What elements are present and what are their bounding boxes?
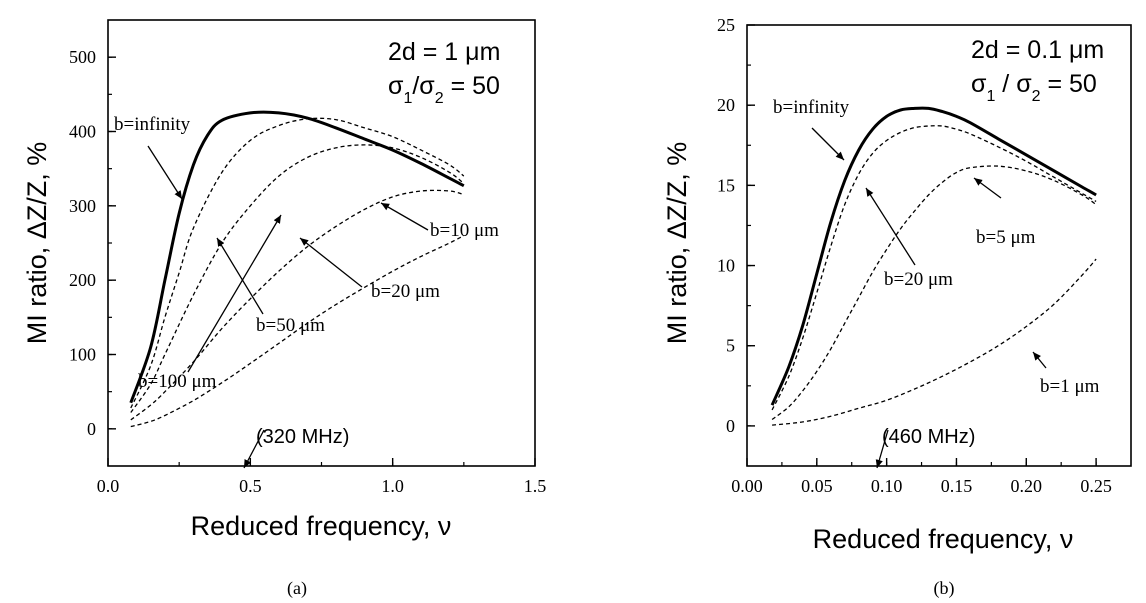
label-arrow — [380, 202, 429, 231]
x-tick-label: 0.0 — [97, 476, 120, 496]
label-arrow — [865, 187, 916, 266]
tick-group-a: 0.0 0.5 1.0 1.5 0 100 200 300 400 500 — [69, 47, 546, 496]
corner-text-a-line2: σ1/σ2 = 50 — [388, 72, 500, 107]
x-tick-label: 0.05 — [801, 476, 833, 496]
panel-b: 0.00 0.05 0.10 0.15 0.20 0.25 0 5 10 15 20 25 2d = … — [662, 15, 1132, 599]
x-tick-label: 1.5 — [524, 476, 547, 496]
series-label-b-2: b=5 μm — [976, 227, 1036, 248]
x-tick-label: 0.25 — [1080, 476, 1112, 496]
x-tick-label: 0.10 — [871, 476, 903, 496]
series-line-a-2 — [130, 144, 465, 413]
corner-text-b-line2: σ1 / σ2 = 50 — [971, 70, 1097, 105]
panel-a: 0.0 0.5 1.0 1.5 0 100 200 300 400 500 2d = 1 μm σ… — [22, 19, 546, 599]
y-tick-label: 400 — [69, 122, 96, 142]
y-tick-label: 20 — [717, 95, 735, 115]
y-tick-label: 0 — [726, 416, 735, 436]
series-line-a-3 — [130, 189, 464, 421]
series-label-b-0: b=infinity — [773, 97, 850, 118]
series-line-a-0 — [129, 110, 465, 404]
label-arrow — [973, 177, 1002, 199]
x-axis-label-a: Reduced frequency, ν — [191, 511, 452, 541]
y-tick-label: 10 — [717, 256, 735, 276]
x-tick-label: 0.20 — [1011, 476, 1043, 496]
x-tick-label: 0.15 — [941, 476, 973, 496]
y-tick-label: 300 — [69, 196, 96, 216]
y-axis-label-b: MI ratio, ΔZ/Z, % — [662, 142, 692, 345]
label-arrow — [216, 237, 264, 315]
curves-a — [129, 110, 465, 428]
arrows-b — [811, 127, 1047, 469]
series-line-b-0 — [770, 106, 1097, 406]
y-tick-label: 25 — [717, 15, 735, 35]
curves-b — [770, 106, 1097, 426]
frequency-note-b: (460 MHz) — [882, 426, 975, 448]
arrows-a — [147, 145, 429, 469]
series-label-b-3: b=1 μm — [1040, 376, 1100, 397]
series-label-a-2: b=50 μm — [256, 315, 325, 336]
corner-text-a-line1: 2d = 1 μm — [388, 38, 500, 66]
plot-frame-b — [746, 24, 1132, 467]
x-axis-label-b: Reduced frequency, ν — [813, 524, 1074, 554]
y-tick-label: 5 — [726, 336, 735, 356]
y-tick-label: 0 — [87, 419, 96, 439]
panel-label-a: (a) — [287, 578, 307, 599]
label-arrow — [811, 127, 845, 161]
series-line-b-2 — [771, 165, 1097, 421]
series-label-a-4: b=10 μm — [430, 220, 499, 241]
label-arrow — [147, 145, 183, 200]
series-label-b-1: b=20 μm — [884, 269, 953, 290]
panel-label-b: (b) — [934, 578, 955, 599]
series-label-a-3: b=20 μm — [371, 281, 440, 302]
y-tick-label: 200 — [69, 270, 96, 290]
frequency-arrow — [243, 429, 265, 469]
series-label-a-0: b=infinity — [114, 114, 191, 135]
x-tick-label: 0.5 — [239, 476, 262, 496]
tick-group-b: 0.00 0.05 0.10 0.15 0.20 0.25 0 5 10 15 20 25 — [717, 15, 1112, 496]
label-arrow — [1032, 351, 1047, 369]
frequency-arrow — [875, 429, 889, 469]
series-label-a-1: b=100 μm — [138, 371, 217, 392]
x-tick-label: 0.00 — [731, 476, 763, 496]
frequency-note-a: (320 MHz) — [256, 426, 349, 448]
y-tick-label: 15 — [717, 175, 735, 195]
y-tick-label: 100 — [69, 345, 96, 365]
series-line-b-3 — [772, 258, 1097, 426]
label-arrow — [299, 237, 363, 288]
y-axis-label-a: MI ratio, ΔZ/Z, % — [22, 142, 52, 345]
series-line-a-1 — [130, 117, 465, 409]
series-line-b-1 — [771, 125, 1097, 411]
label-arrow — [187, 214, 282, 373]
corner-text-b-line1: 2d = 0.1 μm — [971, 36, 1104, 64]
y-tick-label: 500 — [69, 47, 96, 67]
series-line-a-4 — [130, 235, 465, 428]
x-tick-label: 1.0 — [381, 476, 404, 496]
